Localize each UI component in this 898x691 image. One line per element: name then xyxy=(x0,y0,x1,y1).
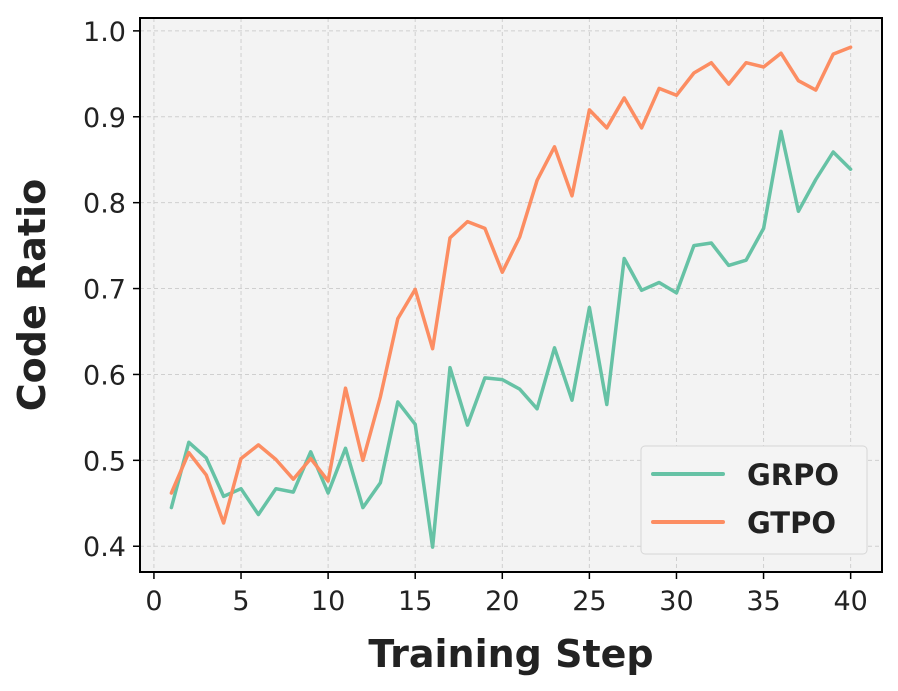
y-tick-label: 0.5 xyxy=(83,446,126,477)
x-tick-label: 30 xyxy=(659,586,693,617)
y-axis-title: Code Ratio xyxy=(10,179,54,411)
x-axis-ticks: 0 5 10 15 20 25 30 35 40 xyxy=(145,572,868,617)
x-tick-label: 5 xyxy=(232,586,249,617)
y-axis-ticks: 0.4 0.5 0.6 0.7 0.8 0.9 1.0 xyxy=(83,17,140,563)
x-tick-label: 35 xyxy=(746,586,780,617)
y-tick-label: 0.6 xyxy=(83,360,126,391)
series-line-grpo xyxy=(169,129,853,549)
x-tick-label: 0 xyxy=(145,586,162,617)
y-tick-label: 0.8 xyxy=(83,189,126,220)
y-tick-label: 1.0 xyxy=(83,17,126,48)
y-tick-label: 0.4 xyxy=(83,532,126,563)
legend-label-gtpo: GTPO xyxy=(747,506,836,540)
x-tick-label: 15 xyxy=(398,586,432,617)
x-tick-label: 25 xyxy=(572,586,606,617)
legend-label-grpo: GRPO xyxy=(747,458,839,492)
y-tick-label: 0.7 xyxy=(83,275,126,306)
x-tick-label: 40 xyxy=(833,586,867,617)
x-tick-label: 20 xyxy=(485,586,519,617)
x-tick-label: 10 xyxy=(311,586,345,617)
series-line-gtpo xyxy=(169,45,853,525)
x-axis-title: Training Step xyxy=(368,632,653,676)
legend: GRPO GTPO xyxy=(640,445,868,555)
y-tick-label: 0.9 xyxy=(83,103,126,134)
series-lines xyxy=(169,45,853,549)
plot-frame xyxy=(139,17,883,573)
